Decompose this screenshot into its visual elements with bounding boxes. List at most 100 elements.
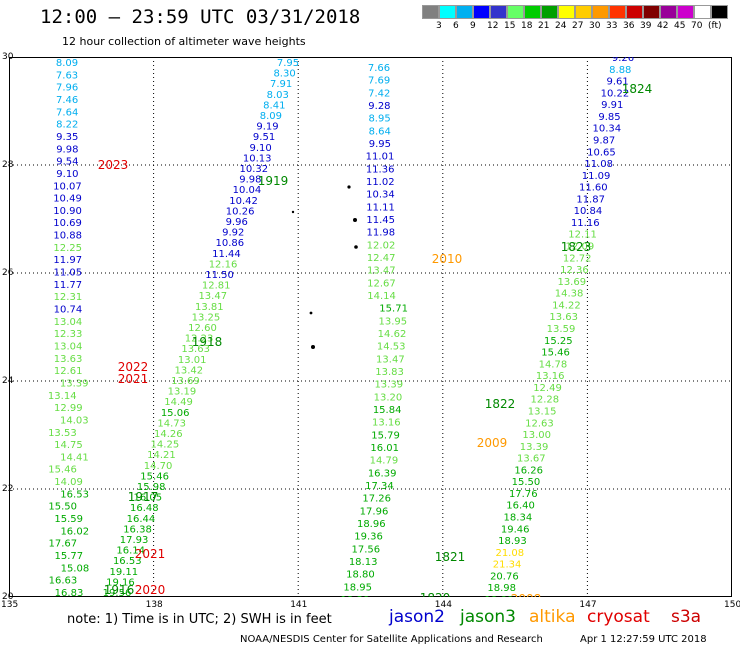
wave-height-value: 19.11 bbox=[110, 567, 139, 578]
colorbar-swatch bbox=[609, 5, 626, 19]
wave-height-value: 18.93 bbox=[498, 536, 527, 547]
track-1824: 9.268.889.6110.229.919.8510.349.8710.651… bbox=[485, 57, 634, 597]
wave-height-value: 16.14 bbox=[116, 546, 145, 557]
wave-height-value: 9.91 bbox=[601, 100, 623, 111]
wave-height-value: 19.56 bbox=[103, 588, 132, 597]
wave-height-value: 9.98 bbox=[56, 144, 78, 155]
wave-height-value: 18.34 bbox=[504, 513, 533, 524]
wave-height-value: 9.96 bbox=[226, 217, 248, 228]
wave-height-value: 15.46 bbox=[140, 471, 169, 482]
wave-height-value: 13.19 bbox=[168, 387, 197, 398]
wave-height-value: 15.50 bbox=[48, 502, 77, 513]
pass-time-label: 1917 bbox=[128, 490, 159, 504]
wave-height-value: 14.14 bbox=[367, 291, 396, 302]
wave-height-value: 11.45 bbox=[366, 215, 395, 226]
wave-height-value: 12.09 bbox=[566, 242, 595, 253]
colorbar-label: 39 bbox=[640, 21, 652, 31]
wave-height-value: 15.25 bbox=[544, 336, 573, 347]
wave-height-value: 10.84 bbox=[574, 206, 603, 217]
wave-height-value: 13.04 bbox=[54, 317, 83, 328]
wave-height-value: 8.30 bbox=[273, 69, 295, 80]
wave-height-value: 15.06 bbox=[161, 408, 190, 419]
colorbar-label: 70 bbox=[691, 21, 703, 31]
wave-height-value: 20.76 bbox=[490, 571, 519, 582]
wave-height-value: 11.87 bbox=[576, 194, 605, 205]
wave-height-value: 17.96 bbox=[360, 506, 389, 517]
wave-height-value: 11.50 bbox=[205, 270, 234, 281]
wave-height-value: 11.08 bbox=[584, 159, 613, 170]
wave-height-value: 9.35 bbox=[56, 132, 78, 143]
wave-height-value: 7.91 bbox=[270, 79, 292, 90]
wave-height-value: 10.34 bbox=[593, 124, 622, 135]
lat-label: 26 bbox=[2, 268, 14, 278]
wave-height-value: 14.79 bbox=[370, 456, 399, 467]
wave-height-value: 16.39 bbox=[368, 468, 397, 479]
wave-height-value: 19.16 bbox=[106, 577, 135, 588]
lon-label: 147 bbox=[579, 600, 597, 610]
wave-height-value: 14.75 bbox=[54, 440, 83, 451]
pass-time-label: 1918 bbox=[192, 335, 223, 349]
wave-height-value: 9.10 bbox=[250, 143, 272, 154]
wave-height-value: 8.09 bbox=[260, 111, 282, 122]
wave-height-value: 10.90 bbox=[53, 206, 82, 217]
wave-height-value: 18.13 bbox=[349, 557, 378, 568]
wave-height-value: 13.15 bbox=[528, 406, 557, 417]
map-canvas: 8.097.637.967.467.648.229.359.989.549.10… bbox=[9, 57, 732, 597]
island bbox=[311, 345, 315, 349]
wave-height-value: 7.66 bbox=[368, 63, 390, 74]
pass-time-label: 1916 bbox=[104, 583, 135, 597]
wave-height-value: 7.95 bbox=[277, 58, 299, 69]
pass-time-label: 1919 bbox=[258, 174, 289, 188]
wave-height-value: 7.42 bbox=[368, 88, 390, 99]
lat-label: 20 bbox=[2, 592, 14, 602]
colorbar-label: 36 bbox=[623, 21, 635, 31]
wave-height-value: 10.34 bbox=[366, 190, 395, 201]
tracks: 8.097.637.967.467.648.229.359.989.549.10… bbox=[48, 57, 634, 597]
colorbar-label: (ft) bbox=[708, 21, 722, 31]
pass-time-label: 1822 bbox=[485, 397, 516, 411]
colorbar-swatch bbox=[660, 5, 677, 19]
wave-height-value: 11.09 bbox=[582, 171, 611, 182]
lat-label: 24 bbox=[2, 376, 14, 386]
wave-height-value: 13.16 bbox=[372, 418, 401, 429]
wave-height-value: 15.46 bbox=[541, 348, 570, 359]
wave-height-value: 14.53 bbox=[377, 342, 406, 353]
wave-height-value: 12.61 bbox=[54, 366, 83, 377]
wave-height-value: 13.67 bbox=[517, 454, 546, 465]
colorbar-swatch bbox=[558, 5, 575, 19]
wave-height-value: 17.93 bbox=[120, 535, 149, 546]
legend-cryosat: cryosat bbox=[587, 607, 650, 627]
wave-height-value: 15.08 bbox=[61, 563, 90, 574]
wave-height-value: 16.48 bbox=[130, 503, 159, 514]
colorbar-swatch bbox=[694, 5, 711, 19]
wave-height-value: 16.40 bbox=[506, 501, 535, 512]
wave-height-value: 21.34 bbox=[493, 560, 522, 571]
pass-time-label: 1824 bbox=[622, 82, 653, 96]
wave-height-value: 13.00 bbox=[522, 430, 551, 441]
wave-height-value: 9.51 bbox=[253, 132, 275, 143]
wave-height-value: 17.26 bbox=[362, 494, 391, 505]
wave-height-value: 10.74 bbox=[54, 305, 83, 316]
colorbar-label: 33 bbox=[606, 21, 618, 31]
islands bbox=[291, 185, 358, 349]
island bbox=[291, 210, 295, 214]
wave-height-value: 16.38 bbox=[123, 524, 152, 535]
colorbar-swatch bbox=[592, 5, 609, 19]
wave-height-value: 12.16 bbox=[209, 259, 238, 270]
legend-jason3: jason3 bbox=[460, 607, 516, 627]
lon-label: 138 bbox=[145, 600, 163, 610]
legend-jason2: jason2 bbox=[389, 607, 445, 627]
wave-height-value: 16.01 bbox=[370, 443, 399, 454]
pass-time-label: 2009 bbox=[477, 436, 508, 450]
wave-height-value: 14.73 bbox=[157, 418, 186, 429]
wave-height-value: 10.13 bbox=[243, 153, 272, 164]
wave-height-value: 14.03 bbox=[60, 415, 89, 426]
colorbar-swatch bbox=[677, 5, 694, 19]
wave-height-value: 14.49 bbox=[164, 397, 193, 408]
wave-height-value: 12.31 bbox=[54, 292, 83, 303]
colorbar-label: 21 bbox=[538, 21, 550, 31]
wave-height-value: 9.85 bbox=[598, 112, 620, 123]
lat-label: 28 bbox=[2, 160, 14, 170]
wave-height-value: 12.99 bbox=[54, 403, 83, 414]
